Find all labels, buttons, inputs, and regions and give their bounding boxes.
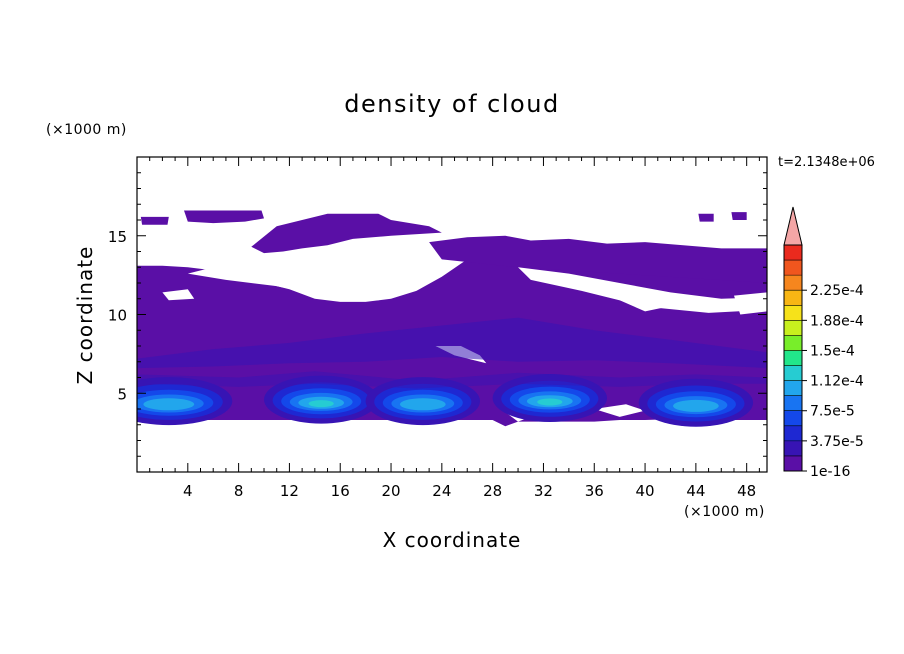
clear-region <box>619 295 668 312</box>
x-tick-label: 44 <box>686 482 705 500</box>
colorbar-tick-label: 1.88e-4 <box>810 313 864 329</box>
upper-cloud-patch <box>731 212 747 220</box>
x-axis-ticks: 4 8 12 16 20 24 28 32 36 40 44 48 <box>149 157 760 500</box>
colorbar-swatch <box>784 320 802 336</box>
time-label: t=2.1348e+06 <box>778 155 875 170</box>
cloud-core <box>399 398 446 411</box>
colorbar-swatch <box>784 440 802 457</box>
colorbar-extend-arrow <box>783 206 803 246</box>
colorbar-tick-label: 1.5e-4 <box>810 343 855 359</box>
colorbar-swatch <box>784 455 802 472</box>
upper-cloud-patch <box>140 216 169 225</box>
clear-region <box>187 260 391 301</box>
colorbar-swatch <box>784 410 802 427</box>
cloud-core <box>143 398 195 411</box>
colorbar-swatch <box>784 290 802 306</box>
colorbar-swatch <box>784 305 802 321</box>
density-field <box>137 210 767 427</box>
mid-layer-band <box>137 317 767 369</box>
x-tick-label: 28 <box>483 482 502 500</box>
colorbar-swatch <box>784 260 802 276</box>
y-unit-label: (×1000 m) <box>46 122 127 138</box>
cloud-core <box>537 398 563 406</box>
y-tick-label: 5 <box>117 385 127 403</box>
colorbar-swatch <box>784 425 802 442</box>
clear-region <box>327 275 353 283</box>
colorbar-swatch <box>784 380 802 396</box>
colorbar-tick-label: 1e-16 <box>810 464 850 480</box>
x-tick-label: 36 <box>585 482 604 500</box>
clear-region <box>734 292 767 315</box>
upper-cloud-patch <box>698 213 714 222</box>
y-axis-label: Z coordinate <box>73 246 97 385</box>
colorbar-swatch <box>784 275 802 291</box>
upper-cloud-patch <box>184 210 264 224</box>
x-tick-label: 32 <box>534 482 553 500</box>
colorbar-swatch <box>784 350 802 366</box>
y-tick-label: 10 <box>108 307 127 325</box>
x-tick-label: 8 <box>234 482 244 500</box>
x-tick-label: 4 <box>183 482 193 500</box>
x-tick-label: 24 <box>432 482 451 500</box>
clear-region <box>518 267 767 313</box>
chart-title: density of cloud <box>344 90 559 118</box>
upper-cloud-patch <box>251 213 442 254</box>
clear-region <box>594 404 646 417</box>
x-tick-label: 20 <box>381 482 400 500</box>
x-tick-label: 40 <box>636 482 655 500</box>
colorbar-tick-label: 1.12e-4 <box>810 374 864 390</box>
x-tick-label: 16 <box>331 482 350 500</box>
colorbar: 2.25e-4 1.88e-4 1.5e-4 1.12e-4 7.5e-5 3.75e-5… <box>783 206 864 480</box>
colorbar-tick-label: 7.5e-5 <box>810 404 855 420</box>
colorbar-swatch <box>784 395 802 412</box>
cloud-core <box>308 400 334 408</box>
colorbar-swatch <box>784 245 802 261</box>
x-tick-label: 48 <box>737 482 756 500</box>
y-axis-ticks: 5 10 15 <box>108 172 767 457</box>
x-unit-label: (×1000 m) <box>684 504 765 520</box>
x-axis-label: X coordinate <box>383 528 522 552</box>
x-tick-label: 12 <box>280 482 299 500</box>
colorbar-tick-label: 2.25e-4 <box>810 283 864 299</box>
upper-cloud-patch <box>429 235 767 283</box>
colorbar-tick-label: 3.75e-5 <box>810 434 864 450</box>
colorbar-swatch <box>784 335 802 351</box>
lower-band <box>137 371 767 389</box>
y-tick-label: 15 <box>108 228 127 246</box>
colorbar-swatch <box>784 365 802 381</box>
clear-region <box>162 289 195 301</box>
cloud-core <box>673 399 719 412</box>
